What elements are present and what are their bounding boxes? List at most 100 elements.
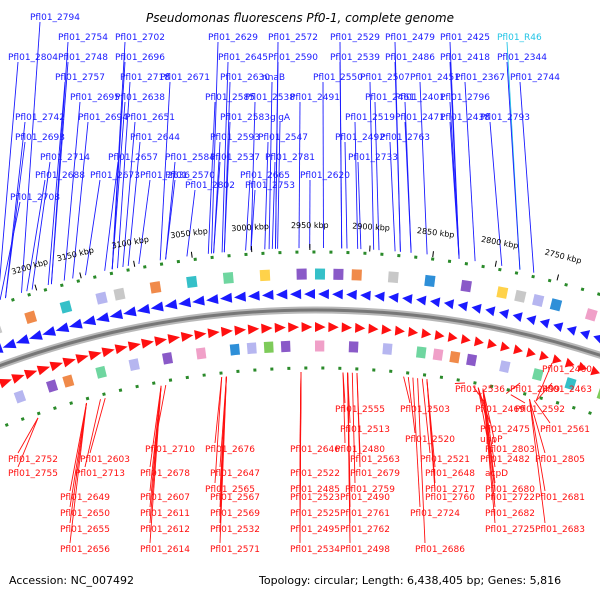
scale-tick-label: 2750 kbp [544, 248, 583, 266]
forward-gene-arrow [512, 312, 523, 322]
reverse-gene-arrow [154, 336, 167, 347]
cog-block-inner [531, 368, 544, 382]
cog-block-outer [149, 281, 162, 294]
forward-gene-arrow [346, 289, 357, 300]
gene-label: Pfl01_2569 [210, 509, 260, 519]
reverse-gene-arrow [500, 341, 510, 352]
forward-gene-arrow [526, 315, 537, 326]
gene-label: Pfl01_2722 [485, 493, 535, 503]
gene-label: Pfl01_2753 [245, 181, 295, 191]
forward-gene-arrow [55, 322, 70, 332]
leader-line [69, 402, 87, 544]
reverse-gene-arrow [194, 330, 207, 340]
cog-block-inner [263, 341, 274, 353]
cog-block-outer [496, 286, 509, 299]
cog-block-outer [387, 271, 399, 284]
gene-label: Pfl01_2752 [8, 455, 58, 465]
gene-label: Pfl01_2461 [365, 93, 415, 103]
reverse-gene-arrow [474, 336, 484, 347]
gene-label: Pfl01_2748 [58, 53, 108, 63]
cog-block-outer [186, 275, 198, 289]
cog-block-outer [24, 310, 38, 324]
leader-line [117, 81, 131, 269]
gene-label: Pfl01_2671 [160, 73, 210, 83]
leader-line [159, 81, 171, 261]
cog-block-inner [596, 387, 600, 400]
cog-block-inner [449, 350, 461, 364]
forward-gene-arrow [430, 297, 441, 308]
gene-label: Pfl01_2638 [115, 93, 165, 103]
scale-tick [432, 251, 434, 258]
reverse-gene-arrow [261, 323, 273, 334]
forward-gene-arrow [2, 338, 17, 349]
gene-label: Pfl01_2717 [425, 485, 475, 495]
reverse-gene-arrow [434, 330, 445, 340]
leader-line [389, 141, 396, 252]
gene-label: Pfl01_2485 [290, 485, 340, 495]
leader-line [122, 121, 136, 268]
gene-label: Pfl01_2636 [140, 171, 190, 181]
forward-gene-arrow [580, 330, 591, 340]
reverse-gene-arrow [408, 326, 419, 337]
leader-line [354, 121, 359, 249]
gene-label: Pfl01_2794 [30, 13, 80, 23]
reverse-gene-arrow [590, 365, 600, 376]
leader-line [454, 382, 466, 384]
reverse-gene-arrow [180, 332, 194, 342]
forward-gene-arrow [471, 303, 482, 314]
leader-line [510, 394, 526, 404]
gene-label: Pfl01_2744 [510, 73, 560, 83]
leader-line [404, 121, 412, 253]
gene-label: Pfl01_2571 [210, 545, 260, 555]
leader-line [277, 121, 281, 249]
reverse-gene-arrow [127, 341, 141, 352]
forward-gene-arrow [150, 301, 164, 312]
reverse-gene-arrow [234, 325, 247, 336]
gene-label: uppP [480, 435, 503, 445]
leader-line [482, 388, 496, 524]
forward-gene-arrow [402, 294, 413, 304]
leader-line [250, 101, 256, 251]
reverse-gene-arrow [101, 347, 115, 358]
leader-line [211, 41, 219, 254]
cog-block-outer [549, 298, 563, 312]
gene-label: Pfl01_2781 [265, 153, 315, 163]
reverse-gene-arrow [421, 328, 432, 339]
leader-line [213, 161, 221, 254]
gene-label: Pfl01_2590 [268, 53, 318, 63]
forward-gene-arrow [276, 289, 288, 300]
gene-label: Pfl01_2708 [10, 193, 60, 203]
leader-line [403, 376, 411, 404]
gene-label: Pfl01_2519 [345, 113, 395, 123]
forward-gene-arrow [123, 306, 137, 317]
cog-block-inner [466, 353, 478, 367]
gene-label: Pfl01_2438 [440, 113, 490, 123]
cog-block-inner [128, 358, 140, 371]
gene-label: Pfl01_2713 [75, 469, 125, 479]
gene-label: Pfl01_2733 [348, 153, 398, 163]
leader-line [89, 397, 106, 454]
leader-line [245, 179, 251, 251]
leader-line [369, 81, 375, 250]
gene-label: Pfl01_2495 [290, 525, 340, 535]
gene-label: Pfl01_2802 [185, 181, 235, 191]
leader-line [111, 61, 126, 270]
gene-label: Pfl01_2469 [475, 405, 525, 415]
gene-label: Pfl01_2537 [210, 153, 260, 163]
forward-gene-arrow [136, 303, 151, 314]
leader-line [529, 399, 546, 454]
leader-line [221, 61, 229, 253]
gene-label: Pfl01_2513 [340, 425, 390, 435]
gene-label: Pfl01_2561 [540, 425, 590, 435]
gene-label: Pfl01_2532 [210, 525, 260, 535]
cog-block-outer [584, 308, 598, 322]
forward-gene-arrow [416, 295, 427, 306]
forward-gene-arrow [360, 290, 371, 301]
forward-gene-arrow [593, 334, 600, 344]
cog-block-inner [46, 379, 59, 393]
gene-label: Pfl01_2539 [330, 53, 380, 63]
leader-line [347, 372, 351, 544]
leader-line [264, 141, 269, 250]
forward-gene-arrow [109, 309, 123, 319]
